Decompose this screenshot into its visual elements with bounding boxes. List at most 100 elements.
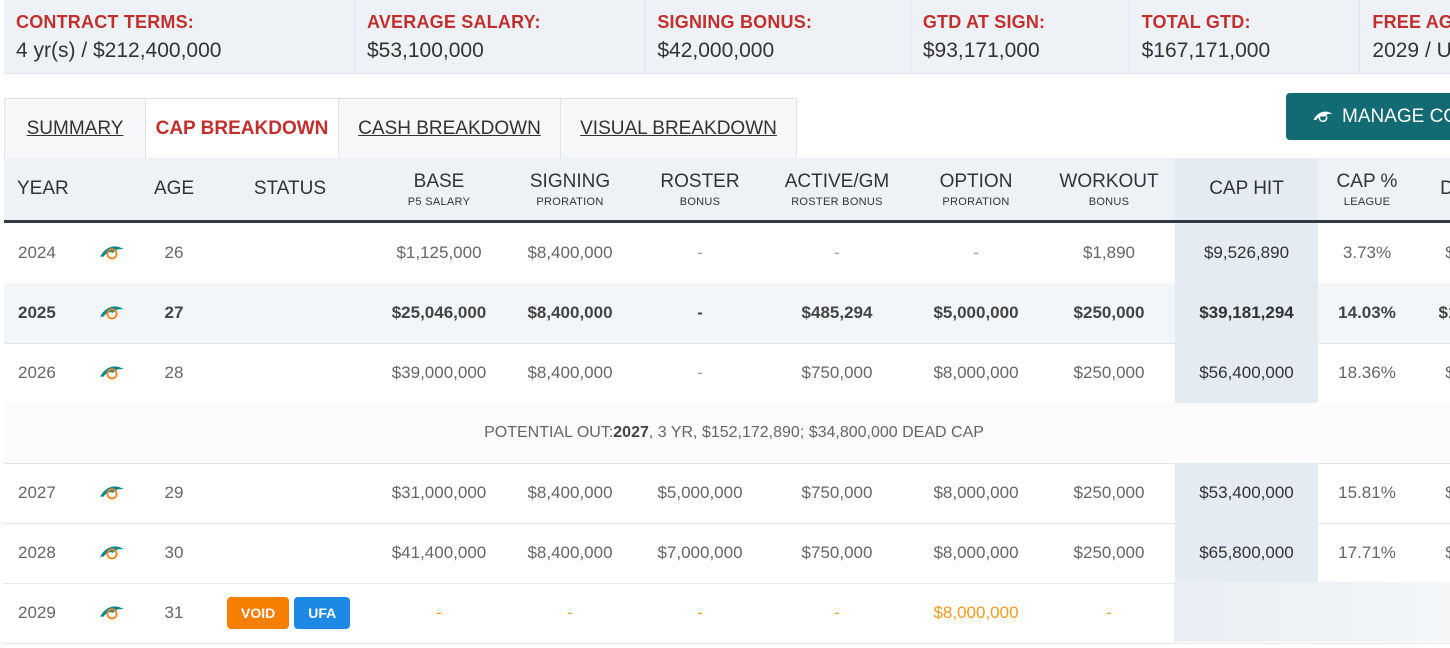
summary-value: $93,171,000: [922, 39, 1040, 62]
manage-contract-button[interactable]: MANAGE CO: [1286, 93, 1450, 140]
cell-signing: $8,400,000: [527, 243, 613, 262]
header-year[interactable]: YEAR: [17, 178, 69, 199]
dolphins-logo-icon: [1312, 108, 1334, 126]
team-logo: [92, 283, 132, 343]
ufa-badge[interactable]: UFA: [294, 597, 351, 629]
dolphins-logo-icon: [97, 602, 127, 624]
table-row: 2028 30 $41,400,000 $8,400,000 $7,000,00…: [4, 523, 1450, 584]
header-option[interactable]: OPTION PRORATION: [939, 170, 1013, 208]
summary-total-gtd: TOTAL GTD: $167,171,000: [1130, 0, 1361, 73]
summary-label: TOTAL GTD:: [1141, 12, 1251, 32]
cell-active: -: [834, 243, 840, 262]
cell-year: 2026: [18, 363, 56, 382]
cell-base: $25,046,000: [391, 303, 487, 322]
breakdown-tabs: SUMMARY CAP BREAKDOWN CASH BREAKDOWN VIS…: [4, 98, 797, 158]
summary-label: FREE AG: [1372, 12, 1450, 32]
cell-age: 27: [164, 303, 184, 322]
table-header: YEAR AGE STATUS BASE P5 SALARY SIGNING PRO…: [4, 158, 1450, 223]
header-signing[interactable]: SIGNING PRORATION: [529, 170, 611, 208]
cell-cap-hit: $9,526,890: [1175, 223, 1318, 283]
dolphins-logo-icon: [97, 482, 127, 504]
cell-age: 26: [164, 243, 184, 262]
cell-age: 31: [164, 603, 184, 622]
contract-summary: CONTRACT TERMS: 4 yr(s) / $212,400,000 A…: [4, 0, 1450, 74]
table-row: 2026 28 $39,000,000 $8,400,000 - $750,00…: [4, 343, 1450, 404]
cell-cap-hit: $53,400,000: [1175, 463, 1318, 523]
cell-option: $8,000,000: [933, 363, 1019, 382]
header-dead-cap[interactable]: D: [1440, 178, 1450, 199]
dolphins-logo-icon: [97, 542, 127, 564]
cell-option: $8,000,000: [933, 483, 1019, 502]
table-row: 2027 29 $31,000,000 $8,400,000 $5,000,00…: [4, 463, 1450, 524]
cell-roster: $7,000,000: [657, 543, 743, 562]
cell-workout: $250,000: [1073, 543, 1145, 562]
cell-cap-hit: $56,400,000: [1175, 343, 1318, 403]
cell-status: VOID UFA: [227, 583, 367, 643]
header-active[interactable]: ACTIVE/GM ROSTER BONUS: [784, 170, 890, 208]
summary-value: 2029 / U: [1372, 39, 1450, 62]
cell-workout: $250,000: [1073, 303, 1145, 322]
team-logo: [92, 583, 132, 643]
tab-visual-breakdown[interactable]: VISUAL BREAKDOWN: [560, 98, 797, 158]
cell-option: $8,000,000: [933, 603, 1019, 622]
cell-year: 2029: [18, 603, 56, 622]
summary-free-agency: FREE AG 2029 / U: [1360, 0, 1450, 73]
cell-dead-cap: $: [1440, 523, 1450, 583]
cell-active: $750,000: [801, 363, 873, 382]
cell-cap-pct: 14.03%: [1338, 303, 1396, 322]
summary-value: $167,171,000: [1141, 39, 1271, 62]
cell-cap-pct: 18.36%: [1338, 363, 1396, 382]
cell-signing: $8,400,000: [527, 363, 613, 382]
cell-workout: $250,000: [1073, 363, 1145, 382]
cell-cap-hit: $39,181,294: [1175, 283, 1318, 343]
header-status[interactable]: STATUS: [253, 178, 327, 199]
cell-cap-pct: 17.71%: [1338, 543, 1396, 562]
dolphins-logo-icon: [97, 362, 127, 384]
cell-base: $31,000,000: [391, 483, 487, 502]
summary-label: CONTRACT TERMS:: [16, 12, 194, 32]
cell-base: $39,000,000: [391, 363, 487, 382]
cell-signing: -: [567, 603, 573, 622]
cell-dead-cap: $1: [1438, 303, 1450, 322]
cell-option: $8,000,000: [933, 543, 1019, 562]
cell-workout: $1,890: [1083, 243, 1135, 262]
tab-cash-breakdown[interactable]: CASH BREAKDOWN: [338, 98, 561, 158]
void-badge[interactable]: VOID: [227, 597, 290, 629]
header-workout[interactable]: WORKOUT BONUS: [1059, 170, 1159, 208]
cell-active: $750,000: [801, 483, 873, 502]
table-row: 2025 27 $25,046,000 $8,400,000 - $485,29…: [4, 283, 1450, 344]
cell-signing: $8,400,000: [527, 543, 613, 562]
cell-base: -: [436, 603, 442, 622]
cell-roster: -: [697, 243, 703, 262]
header-age[interactable]: AGE: [153, 178, 195, 199]
dolphins-logo-icon: [97, 302, 127, 324]
summary-label: GTD AT SIGN:: [922, 12, 1046, 32]
summary-signing-bonus: SIGNING BONUS: $42,000,000: [645, 0, 911, 73]
team-logo: [92, 463, 132, 523]
cell-active: $750,000: [801, 543, 873, 562]
header-cap-hit[interactable]: CAP HIT: [1175, 158, 1318, 220]
header-roster[interactable]: ROSTER BONUS: [660, 170, 740, 208]
cell-cap-pct: 3.73%: [1342, 243, 1392, 262]
cell-cap-pct: 15.81%: [1338, 483, 1396, 502]
summary-value: 4 yr(s) / $212,400,000: [16, 39, 222, 62]
summary-value: $42,000,000: [657, 39, 775, 62]
summary-average-salary: AVERAGE SALARY: $53,100,000: [355, 0, 646, 73]
cell-year: 2027: [18, 483, 56, 502]
table-row: 2024 26 $1,125,000 $8,400,000 - - - $1,8…: [4, 223, 1450, 284]
dolphins-logo-icon: [97, 242, 127, 264]
potential-out-row: POTENTIAL OUT: 2027, 3 YR, $152,172,890;…: [4, 403, 1450, 464]
cell-roster: -: [697, 303, 703, 322]
header-cap-pct[interactable]: CAP % LEAGUE: [1336, 170, 1398, 208]
manage-button-label: MANAGE CO: [1342, 105, 1450, 127]
tab-summary[interactable]: SUMMARY: [4, 98, 146, 158]
cell-age: 29: [164, 483, 184, 502]
potential-out-label: POTENTIAL OUT:: [484, 424, 614, 441]
cell-active: $485,294: [801, 303, 873, 322]
potential-out-details: , 3 YR, $152,172,890; $34,800,000 DEAD C…: [648, 424, 984, 441]
header-base[interactable]: BASE P5 SALARY: [407, 170, 471, 208]
team-logo: [92, 223, 132, 283]
summary-gtd-at-sign: GTD AT SIGN: $93,171,000: [911, 0, 1130, 73]
tab-cap-breakdown[interactable]: CAP BREAKDOWN: [145, 98, 339, 158]
cap-breakdown-table: YEAR AGE STATUS BASE P5 SALARY SIGNING PRO…: [4, 158, 1450, 644]
